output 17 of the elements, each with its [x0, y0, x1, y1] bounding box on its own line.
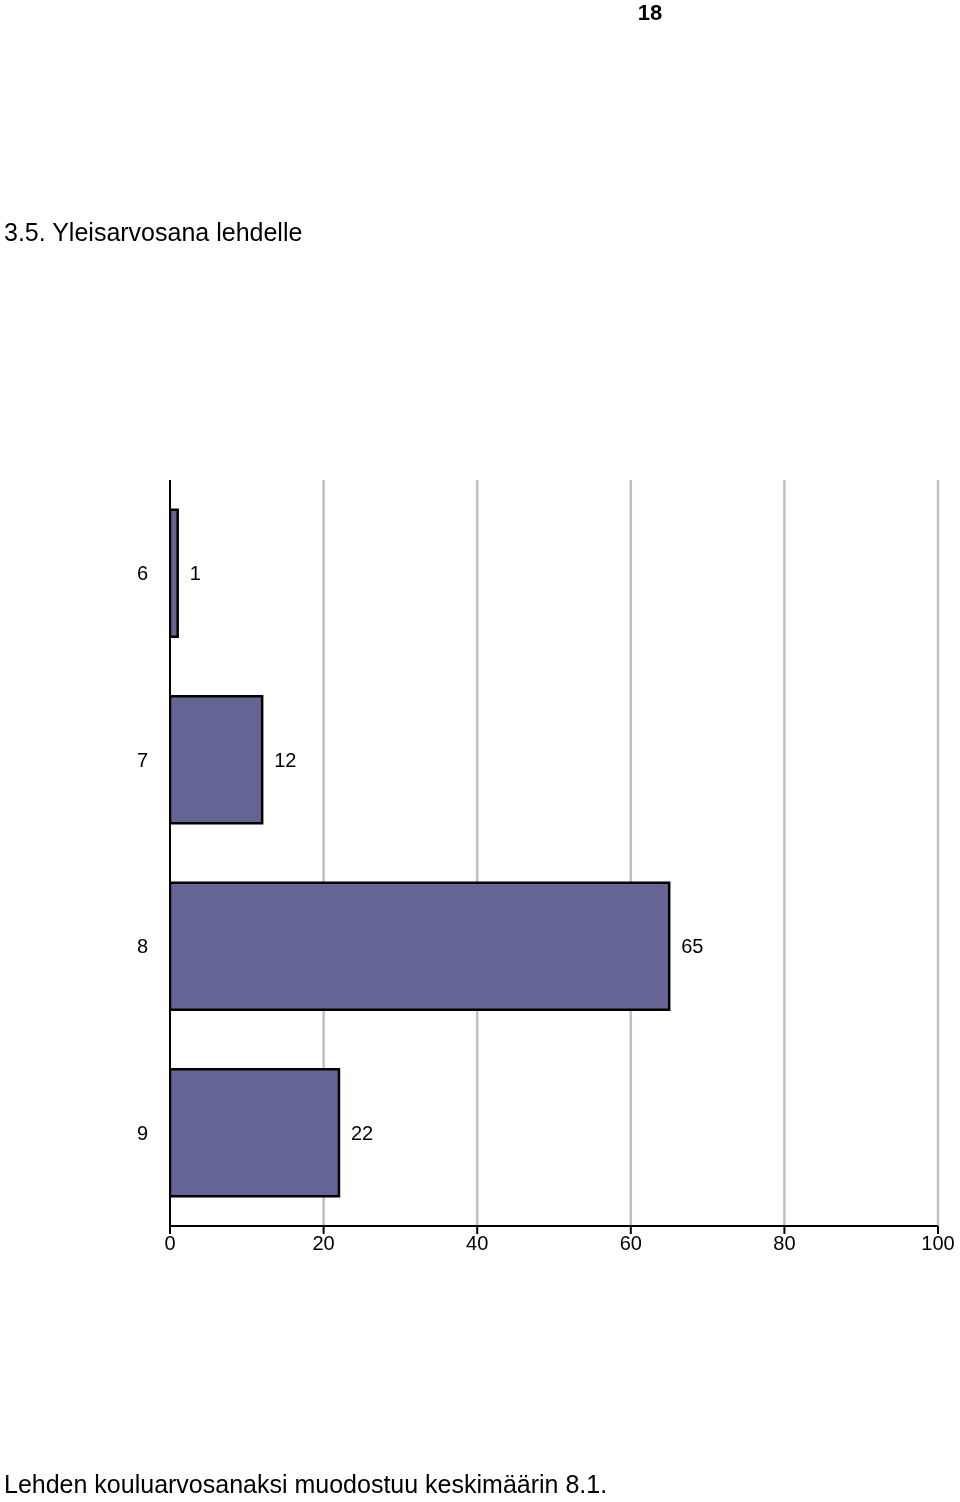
y-tick-label: 7	[136, 748, 148, 771]
x-tick-label: 60	[619, 1232, 642, 1255]
y-tick-label: 9	[136, 1121, 148, 1144]
data-label: 12	[274, 748, 297, 771]
x-tick-label: 80	[773, 1232, 796, 1255]
x-tick-label: 100	[921, 1232, 955, 1255]
y-tick-label: 6	[136, 562, 148, 585]
x-tick-label: 20	[312, 1232, 335, 1255]
chart-title: 3.5. Yleisarvosana lehdelle	[4, 218, 303, 247]
x-tick-label: 0	[164, 1232, 176, 1255]
data-label: 65	[681, 935, 704, 958]
text: Lehden kouluarvosanaksi muodostuu keskimäärin 8.1.	[4, 1470, 608, 1499]
data-label: 22	[350, 1121, 374, 1144]
x-tick-label: 40	[466, 1232, 489, 1255]
y-tick-label: 8	[136, 935, 148, 958]
text: 18	[636, 0, 664, 26]
data-label: 1	[189, 562, 201, 585]
